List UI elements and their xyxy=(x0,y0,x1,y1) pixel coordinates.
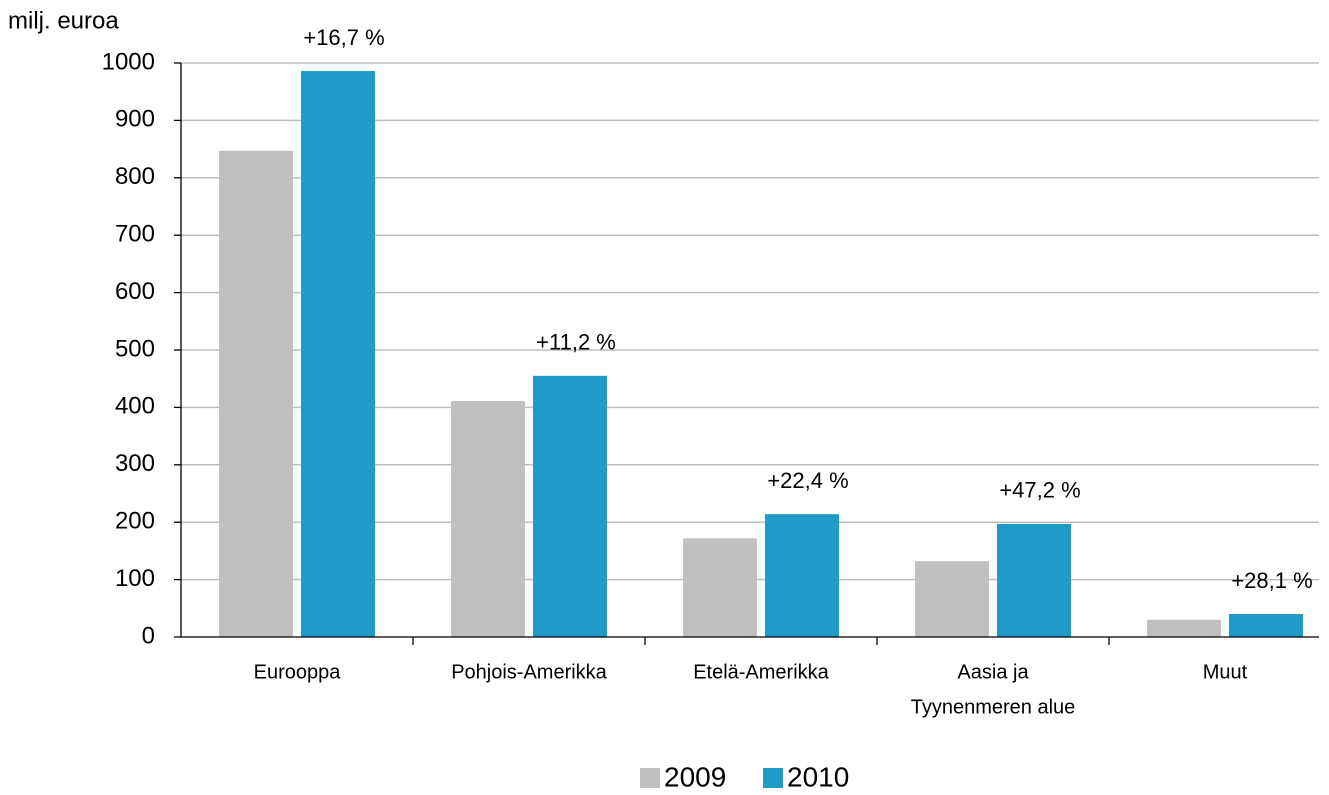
y-tick-label: 200 xyxy=(115,508,155,535)
bar xyxy=(451,401,525,637)
bar xyxy=(533,375,607,637)
y-tick-label: 400 xyxy=(115,393,155,420)
bar xyxy=(765,514,839,637)
annotation: +22,4 % xyxy=(767,468,848,493)
legend-label: 2010 xyxy=(787,761,849,792)
bar xyxy=(915,561,989,637)
y-tick-label: 100 xyxy=(115,565,155,592)
y-tick-label: 900 xyxy=(115,106,155,133)
bar xyxy=(301,71,375,637)
bar xyxy=(1147,619,1221,637)
y-tick-label: 800 xyxy=(115,163,155,190)
legend-swatch xyxy=(640,768,660,788)
y-tick-label: 300 xyxy=(115,450,155,477)
bar xyxy=(683,538,757,637)
y-tick-label: 500 xyxy=(115,335,155,362)
x-tick-label: Aasia ja xyxy=(957,661,1029,683)
bar xyxy=(1229,614,1303,637)
y-tick-label: 1000 xyxy=(102,48,155,75)
annotation: +47,2 % xyxy=(999,478,1080,503)
legend-label: 2009 xyxy=(664,761,726,792)
legend-swatch xyxy=(763,768,783,788)
x-tick-label: Tyynenmeren alue xyxy=(911,696,1076,718)
y-axis-label: milj. euroa xyxy=(8,7,119,34)
y-tick-label: 0 xyxy=(142,622,155,649)
y-tick-label: 600 xyxy=(115,278,155,305)
annotation: +11,2 % xyxy=(536,330,616,355)
annotation: +16,7 % xyxy=(303,25,384,50)
x-tick-label: Eurooppa xyxy=(254,661,342,683)
x-tick-label: Muut xyxy=(1203,661,1248,683)
y-tick-label: 700 xyxy=(115,221,155,248)
x-tick-label: Pohjois-Amerikka xyxy=(451,661,607,683)
bar xyxy=(219,150,293,637)
x-tick-label: Etelä-Amerikka xyxy=(693,661,829,683)
bar xyxy=(997,523,1071,637)
annotation: +28,1 % xyxy=(1231,568,1312,593)
